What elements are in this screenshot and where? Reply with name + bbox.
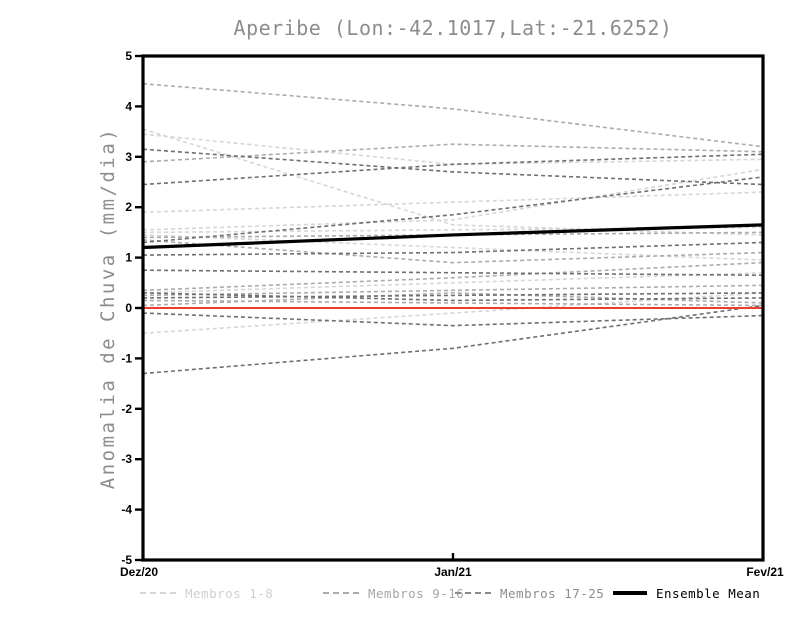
member-line-g1-3 xyxy=(142,191,764,214)
legend-item-membros-9-16: Membros 9-16 xyxy=(323,585,464,601)
y-tick-label: -3 xyxy=(121,452,132,466)
y-tick-label: 5 xyxy=(125,49,132,63)
member-line-g3-9 xyxy=(142,304,764,375)
member-line-g2-1 xyxy=(142,82,764,148)
legend-label: Membros 17-25 xyxy=(500,585,605,601)
y-tick-label: 0 xyxy=(125,301,132,315)
legend-item-membros-17-25: Membros 17-25 xyxy=(455,585,604,601)
member-line-g1-4 xyxy=(142,168,764,231)
legend-label: Ensemble Mean xyxy=(656,585,761,601)
member-line-g3-2 xyxy=(142,153,764,186)
member-line-g2-7 xyxy=(142,299,764,307)
y-tick-label: -2 xyxy=(121,402,132,416)
legend-item-membros-1-8: Membros 1-8 xyxy=(140,585,273,601)
legend: Membros 1-8 Membros 9-16 Membros 17-25 E… xyxy=(0,585,800,605)
member-line-g3-7 xyxy=(142,292,764,299)
member-line-g2-4 xyxy=(142,239,764,264)
y-tick-label: 3 xyxy=(125,150,132,164)
dashed-line-swatch-light xyxy=(140,592,176,594)
member-line-g3-1 xyxy=(142,148,764,186)
member-line-g3-4 xyxy=(142,241,764,256)
member-line-g3-8 xyxy=(142,312,764,327)
member-line-g1-7 xyxy=(142,271,764,294)
member-line-g2-6 xyxy=(142,284,764,297)
chart-title: Aperibe (Lon:-42.1017,Lat:-21.6252) xyxy=(233,16,673,40)
legend-item-ensemble-mean: Ensemble Mean xyxy=(613,585,760,601)
legend-label: Membros 1-8 xyxy=(185,585,274,601)
y-tick-label: 1 xyxy=(125,251,132,265)
member-line-g1-8 xyxy=(142,292,764,334)
y-tick-label: 2 xyxy=(125,200,132,214)
member-line-g3-6 xyxy=(142,292,764,302)
y-tick-label: -5 xyxy=(121,553,132,567)
legend-label: Membros 9-16 xyxy=(368,585,465,601)
y-tick-label: -1 xyxy=(121,351,132,365)
member-line-g2-5 xyxy=(142,261,764,292)
member-line-g1-1 xyxy=(142,128,764,236)
member-line-g2-8 xyxy=(142,292,764,307)
member-line-g3-5 xyxy=(142,269,764,277)
solid-line-swatch-black xyxy=(613,591,647,595)
ensemble-mean-line xyxy=(142,223,764,250)
member-line-g2-2 xyxy=(142,143,764,163)
dashed-line-swatch-medium xyxy=(323,592,359,594)
member-line-g1-5 xyxy=(142,226,764,234)
dashed-line-swatch-dark xyxy=(455,592,491,594)
y-tick-label: -4 xyxy=(121,503,132,517)
x-tick-label: Jan/21 xyxy=(434,565,472,579)
y-tick-label: 4 xyxy=(125,99,132,113)
x-tick-label: Dez/20 xyxy=(120,565,158,579)
member-line-g1-6 xyxy=(142,234,764,261)
member-line-g3-3 xyxy=(142,176,764,244)
x-tick-label: Fev/21 xyxy=(746,565,784,579)
